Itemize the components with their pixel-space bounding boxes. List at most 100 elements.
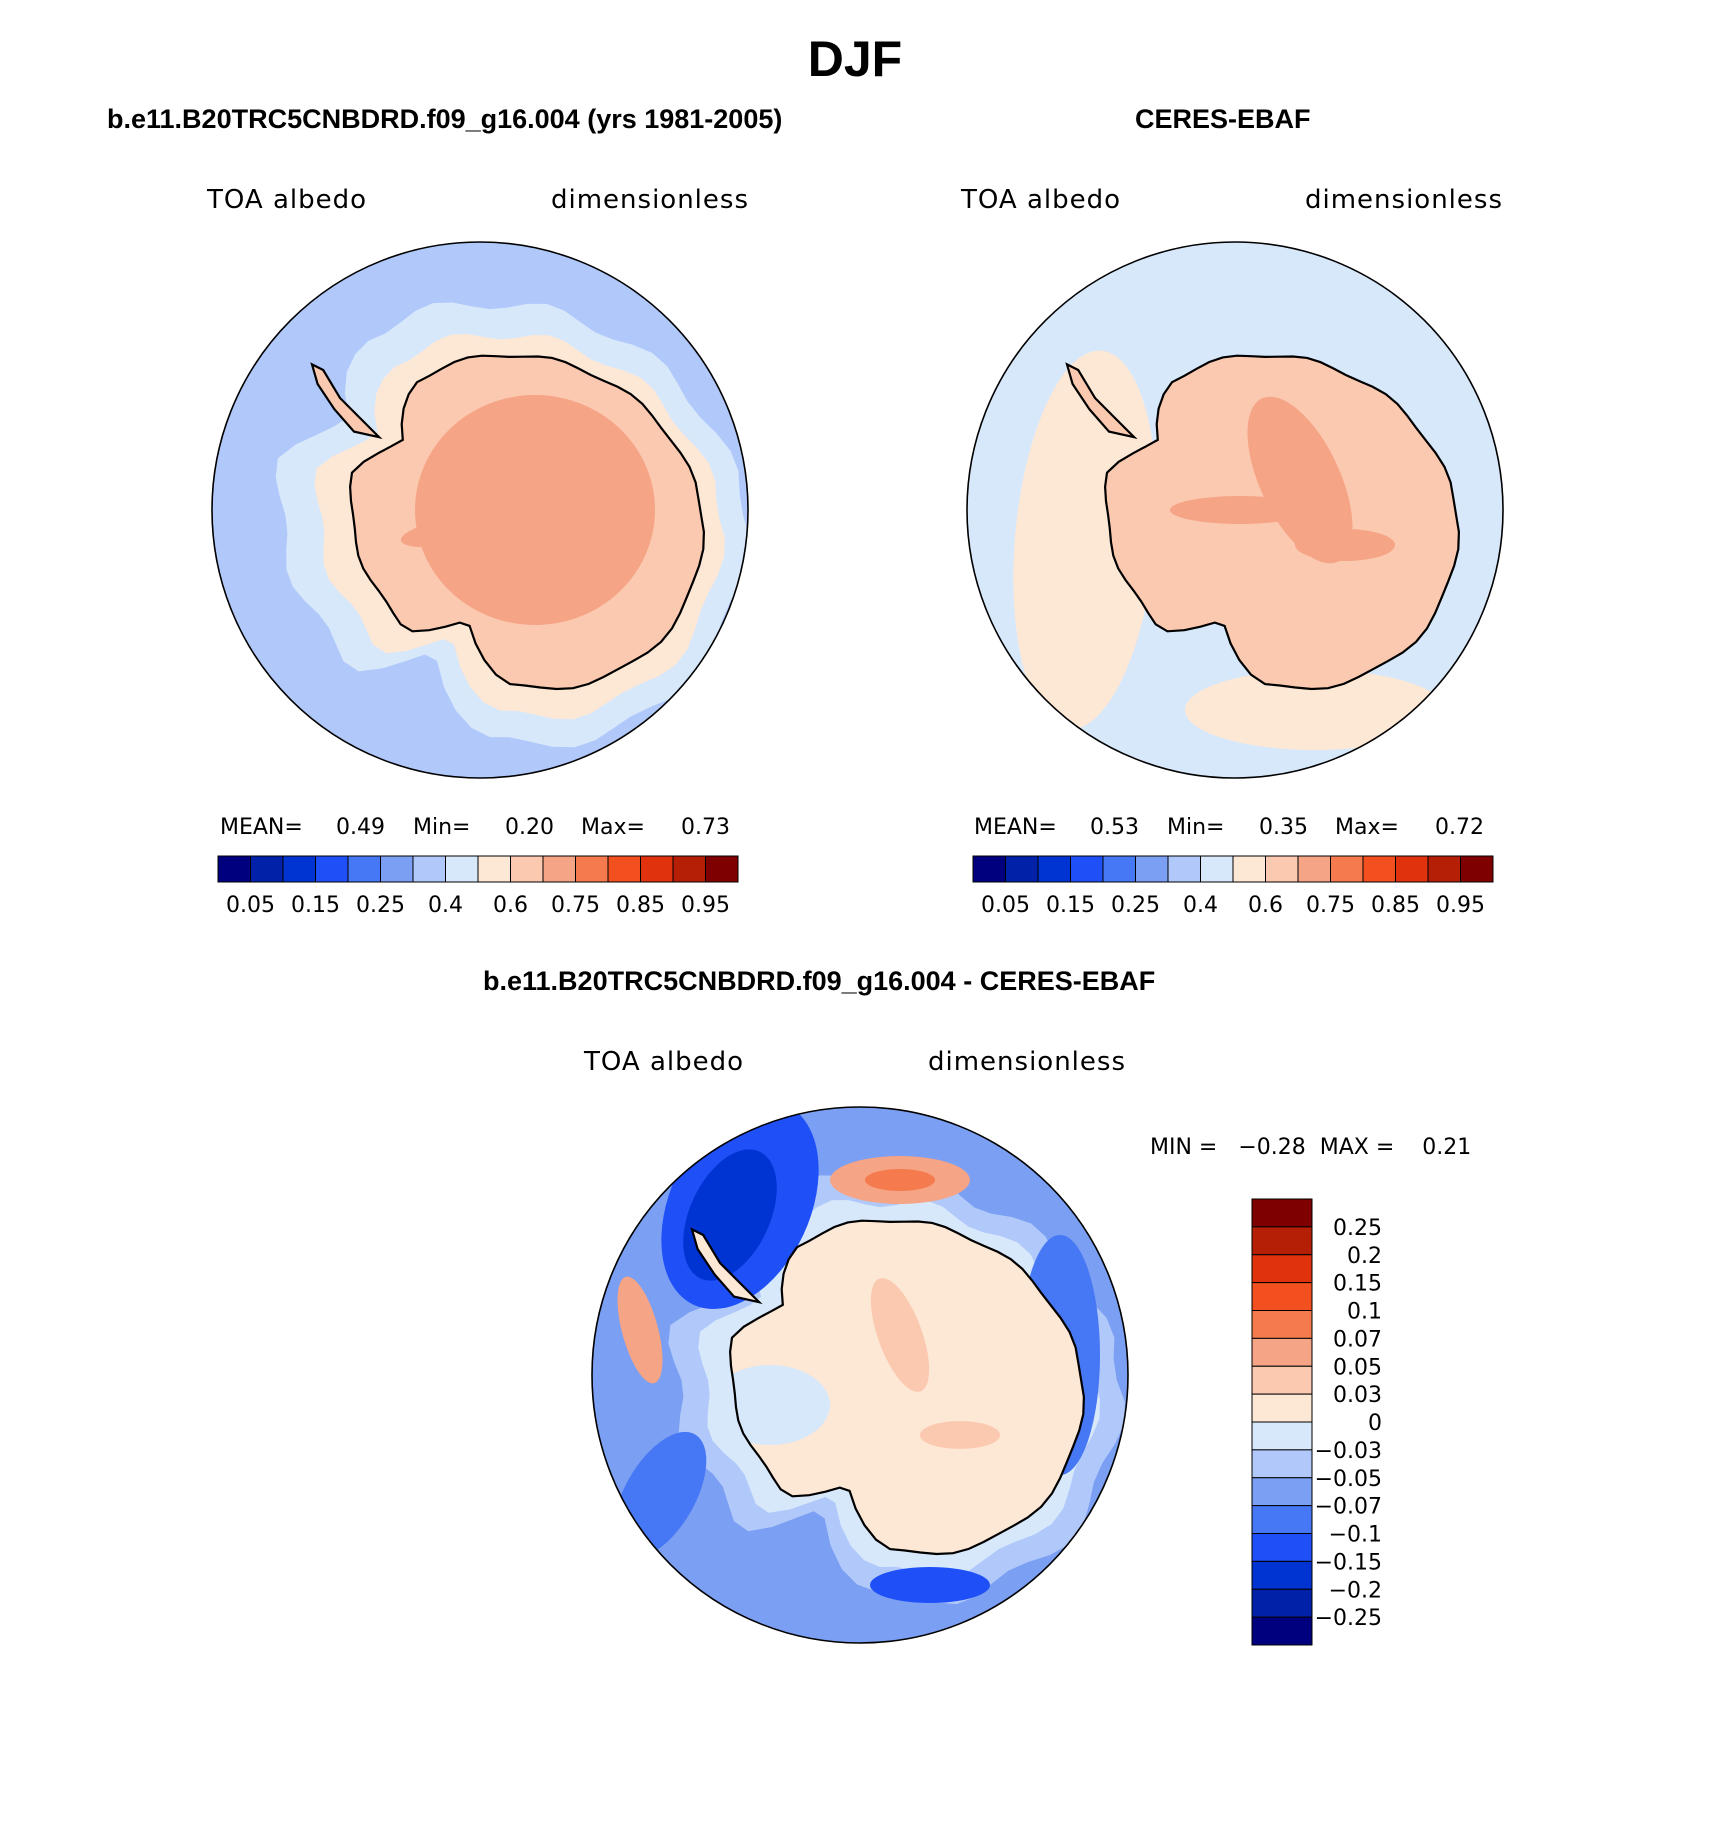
contour-patch-1 <box>1185 670 1445 750</box>
colorbar-tick-label: 0.95 <box>1436 893 1485 918</box>
colorbar-swatch-2 <box>282 855 316 883</box>
colorbar-swatch-3 <box>1070 855 1104 883</box>
colorbar-swatch-8 <box>1232 855 1266 883</box>
contour-patch-6 <box>865 1169 935 1191</box>
colorbar-tick-label: 0.95 <box>681 893 730 918</box>
colorbar-tick-label: 0.15 <box>291 893 340 918</box>
panel2-colorbar: 0.05 0.15 0.25 0.4 0.6 0.75 0.85 0.95 <box>972 855 1494 918</box>
colorbar-tick-label: 0.1 <box>1347 1300 1382 1325</box>
panel3-variable-label: TOA albedo <box>584 1047 745 1077</box>
panel1-colorbar: 0.05 0.15 0.25 0.4 0.6 0.75 0.85 0.95 <box>217 855 739 918</box>
panel3-polar-map <box>591 1106 1129 1644</box>
panel3-units-label: dimensionless <box>928 1047 1126 1077</box>
colorbar-swatch-6 <box>1251 1365 1313 1395</box>
colorbar-swatch-4 <box>1251 1310 1313 1339</box>
colorbar-tick-label: −0.25 <box>1315 1606 1382 1631</box>
land-patch-1 <box>1170 496 1310 524</box>
colorbar-tick-label: 0.15 <box>1333 1272 1382 1297</box>
colorbar-swatch-12 <box>1362 855 1396 883</box>
map-border <box>211 241 749 779</box>
colorbar-tick-label: −0.1 <box>1329 1523 1382 1548</box>
colorbar-swatch-7 <box>1251 1393 1313 1423</box>
colorbar-swatch-5 <box>1251 1337 1313 1367</box>
colorbar-swatch-10 <box>1297 855 1331 883</box>
colorbar-swatch-9 <box>1251 1449 1313 1479</box>
panel1-max-label: Max= <box>581 815 645 840</box>
colorbar-tick-label: 0.05 <box>226 893 275 918</box>
continent-fill <box>730 1220 1084 1554</box>
panel3-title: b.e11.B20TRC5CNBDRD.f09_g16.004 - CERES-… <box>483 966 1156 996</box>
colorbar-swatch-15 <box>1460 855 1494 883</box>
colorbar-tick-label: 0.6 <box>493 893 528 918</box>
colorbar-swatch-4 <box>347 855 381 883</box>
peninsula-coastline <box>310 362 383 440</box>
colorbar-swatch-15 <box>1251 1616 1313 1646</box>
colorbar-swatch-11 <box>575 855 609 883</box>
panel1-variable-label: TOA albedo <box>207 185 368 215</box>
peninsula-coastline <box>690 1227 763 1305</box>
colorbar-swatch-14 <box>672 855 706 883</box>
colorbar-tick-label: −0.2 <box>1329 1578 1382 1603</box>
colorbar-tick-label: 0.25 <box>1333 1216 1382 1241</box>
colorbar-tick-label: 0.85 <box>616 893 665 918</box>
land-patch-1 <box>870 1278 930 1392</box>
colorbar-tick-label: 0.25 <box>1111 893 1160 918</box>
map-border <box>591 1106 1129 1644</box>
colorbar-tick-label: −0.07 <box>1315 1495 1382 1520</box>
panel1-polar-map <box>211 241 749 779</box>
panel1-mean-value: 0.49 <box>336 815 385 840</box>
land-patch-2 <box>920 1421 1000 1449</box>
colorbar-swatch-4 <box>1102 855 1136 883</box>
panel2-min-label: Min= <box>1167 815 1225 840</box>
land-patch-2 <box>1295 529 1395 561</box>
colorbar-tick-label: 0.75 <box>1306 893 1355 918</box>
colorbar-swatch-8 <box>1251 1421 1313 1451</box>
contour-patch-7 <box>617 1276 663 1384</box>
colorbar-tick-label: 0.05 <box>1333 1355 1382 1380</box>
colorbar-swatch-2 <box>1037 855 1071 883</box>
colorbar-swatch-13 <box>1251 1560 1313 1590</box>
contour-patch-3 <box>870 1567 990 1603</box>
colorbar-tick-label: 0.85 <box>1371 893 1420 918</box>
panel3-colorbar: 0.25 0.2 0.15 0.10.07 0.05 0.03 0 −0.03 −0.05 −0.… <box>1251 1198 1382 1646</box>
contour-patch-0 <box>1013 350 1157 730</box>
panel2-polar-map <box>966 241 1504 779</box>
colorbar-swatch-1 <box>250 855 284 883</box>
colorbar-swatch-14 <box>1251 1588 1313 1618</box>
coastline <box>348 354 706 691</box>
colorbar-tick-label: 0.03 <box>1333 1383 1382 1408</box>
colorbar-tick-label: 0.15 <box>1046 893 1095 918</box>
colorbar-swatch-6 <box>412 855 446 883</box>
land-patch-0 <box>1247 396 1353 564</box>
colorbar-swatch-0 <box>1251 1198 1313 1228</box>
panel1-min-value: 0.20 <box>505 815 554 840</box>
panel2-title: CERES-EBAF <box>1135 104 1311 134</box>
colorbar-tick-label: 0.07 <box>1333 1327 1382 1352</box>
panel1-mean-label: MEAN= <box>220 815 303 840</box>
colorbar-swatch-2 <box>1251 1254 1313 1284</box>
colorbar-swatch-9 <box>510 855 544 883</box>
land-patch-0 <box>710 1365 830 1445</box>
panel2-variable-label: TOA albedo <box>961 185 1122 215</box>
colorbar-tick-label: −0.05 <box>1315 1467 1382 1492</box>
panel1-max-value: 0.73 <box>681 815 730 840</box>
panel2-units-label: dimensionless <box>1305 185 1503 215</box>
colorbar-swatch-14 <box>1427 855 1461 883</box>
colorbar-tick-label: 0.4 <box>428 893 463 918</box>
panel2-mean-value: 0.53 <box>1090 815 1139 840</box>
panel1-min-label: Min= <box>413 815 471 840</box>
colorbar-swatch-3 <box>315 855 349 883</box>
colorbar-tick-label: 0.4 <box>1183 893 1218 918</box>
panel1-title: b.e11.B20TRC5CNBDRD.f09_g16.004 (yrs 198… <box>107 104 783 134</box>
panel3-minmax: MIN = −0.28 MAX = 0.21 <box>1150 1135 1472 1160</box>
colorbar-swatch-11 <box>1330 855 1364 883</box>
colorbar-tick-label: 0.05 <box>981 893 1030 918</box>
colorbar-swatch-1 <box>1251 1226 1313 1256</box>
colorbar-swatch-1 <box>1005 855 1039 883</box>
map-border <box>966 241 1504 779</box>
colorbar-swatch-0 <box>972 855 1006 883</box>
panel2-min-value: 0.35 <box>1259 815 1308 840</box>
coastline <box>728 1219 1086 1556</box>
colorbar-swatch-5 <box>1135 855 1169 883</box>
panel2-max-label: Max= <box>1335 815 1399 840</box>
